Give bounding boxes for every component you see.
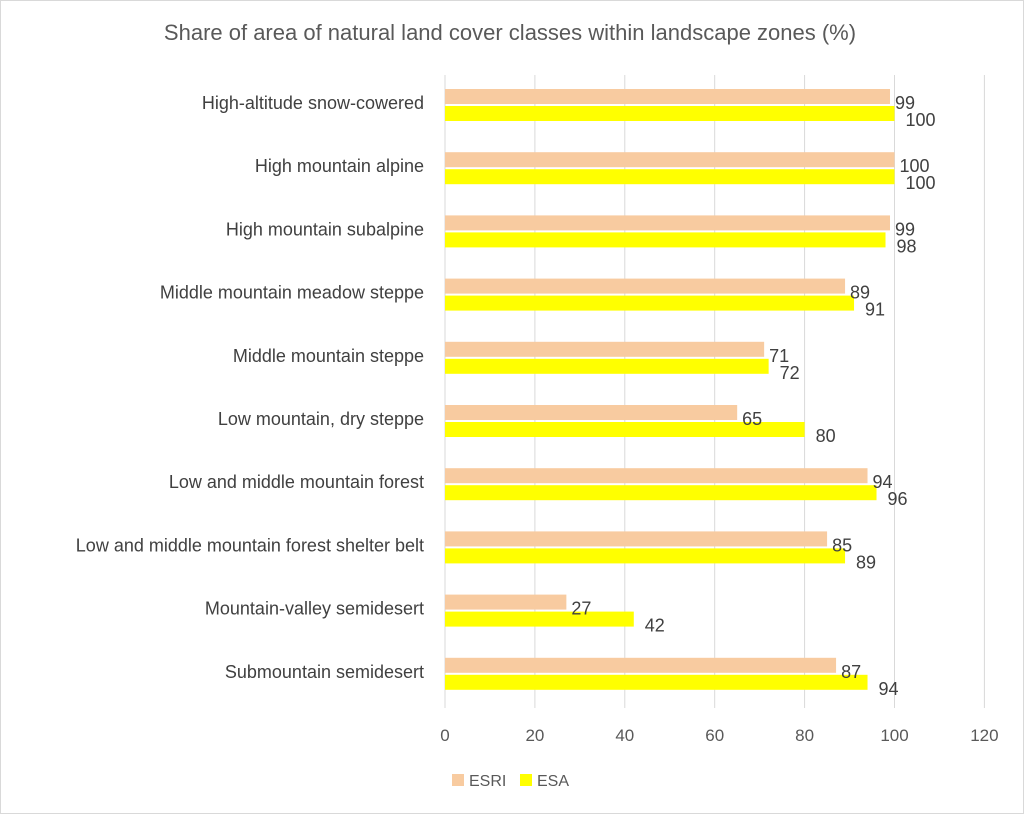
data-label-esri: 87 — [841, 662, 861, 682]
bar-esri — [445, 531, 828, 547]
category-label: High mountain alpine — [255, 156, 424, 176]
bar-esri — [445, 468, 868, 484]
bar-esa — [445, 611, 634, 627]
bar-esa — [445, 674, 868, 690]
bars-layer — [445, 89, 895, 690]
category-label: High mountain subalpine — [226, 219, 424, 239]
category-label: Submountain semidesert — [225, 662, 424, 682]
legend-swatch-esri — [452, 774, 464, 786]
x-tick-label: 20 — [525, 726, 544, 745]
bar-esri — [445, 89, 891, 104]
legend-label-esa: ESA — [537, 773, 569, 790]
data-label-esri: 99 — [895, 93, 915, 113]
bar-esri — [445, 215, 891, 231]
category-label: Mountain-valley semidesert — [205, 599, 424, 619]
category-label: Low mountain, dry steppe — [218, 409, 424, 429]
data-label-esa: 100 — [906, 173, 936, 193]
data-label-esri: 89 — [850, 283, 870, 303]
legend: ESRI ESA — [452, 773, 569, 790]
data-label-esri: 100 — [900, 156, 930, 176]
bar-esa — [445, 358, 769, 374]
data-label-esa: 42 — [645, 616, 665, 636]
data-label-esa: 100 — [906, 110, 936, 130]
bar-esri — [445, 278, 846, 294]
data-label-esa: 80 — [816, 426, 836, 446]
data-label-esri: 27 — [571, 599, 591, 619]
category-label: Middle mountain steppe — [233, 346, 424, 366]
category-label: Low and middle mountain forest shelter b… — [76, 535, 424, 555]
data-label-esa: 96 — [888, 489, 908, 509]
data-label-esri: 65 — [742, 409, 762, 429]
bar-esri — [445, 341, 765, 357]
bar-esa — [445, 485, 877, 501]
data-label-esa: 98 — [897, 236, 917, 256]
data-label-esa: 72 — [780, 363, 800, 383]
x-tick-label: 80 — [795, 726, 814, 745]
x-tick-label: 120 — [970, 726, 998, 745]
bar-esa — [445, 295, 855, 311]
category-label: High-altitude snow-cowered — [202, 93, 424, 113]
legend-label-esri: ESRI — [469, 773, 506, 790]
data-label-esa: 89 — [856, 552, 876, 572]
bar-esa — [445, 106, 895, 121]
data-label-esri: 71 — [769, 346, 789, 366]
data-label-esri: 94 — [873, 472, 893, 492]
bar-esa — [445, 422, 805, 437]
x-tick-label: 100 — [880, 726, 908, 745]
bar-esa — [445, 548, 846, 564]
bar-esa — [445, 232, 886, 248]
data-label-esri: 99 — [895, 219, 915, 239]
category-label: Middle mountain meadow steppe — [160, 283, 424, 303]
data-label-esa: 91 — [865, 300, 885, 320]
bar-esri — [445, 405, 738, 420]
data-label-esa: 94 — [879, 679, 899, 699]
x-tick-label: 40 — [615, 726, 634, 745]
bar-esa — [445, 169, 895, 185]
x-tick-label: 60 — [705, 726, 724, 745]
axis-layer: 0 20 40 60 80 100 120 — [440, 726, 998, 745]
chart-title: Share of area of natural land cover clas… — [164, 20, 856, 45]
bar-esri — [445, 657, 837, 673]
category-label: Low and middle mountain forest — [169, 472, 424, 492]
x-tick-label: 0 — [440, 726, 449, 745]
bar-esri — [445, 594, 567, 610]
data-label-esri: 85 — [832, 535, 852, 555]
bar-esri — [445, 152, 895, 168]
legend-swatch-esa — [520, 774, 532, 786]
